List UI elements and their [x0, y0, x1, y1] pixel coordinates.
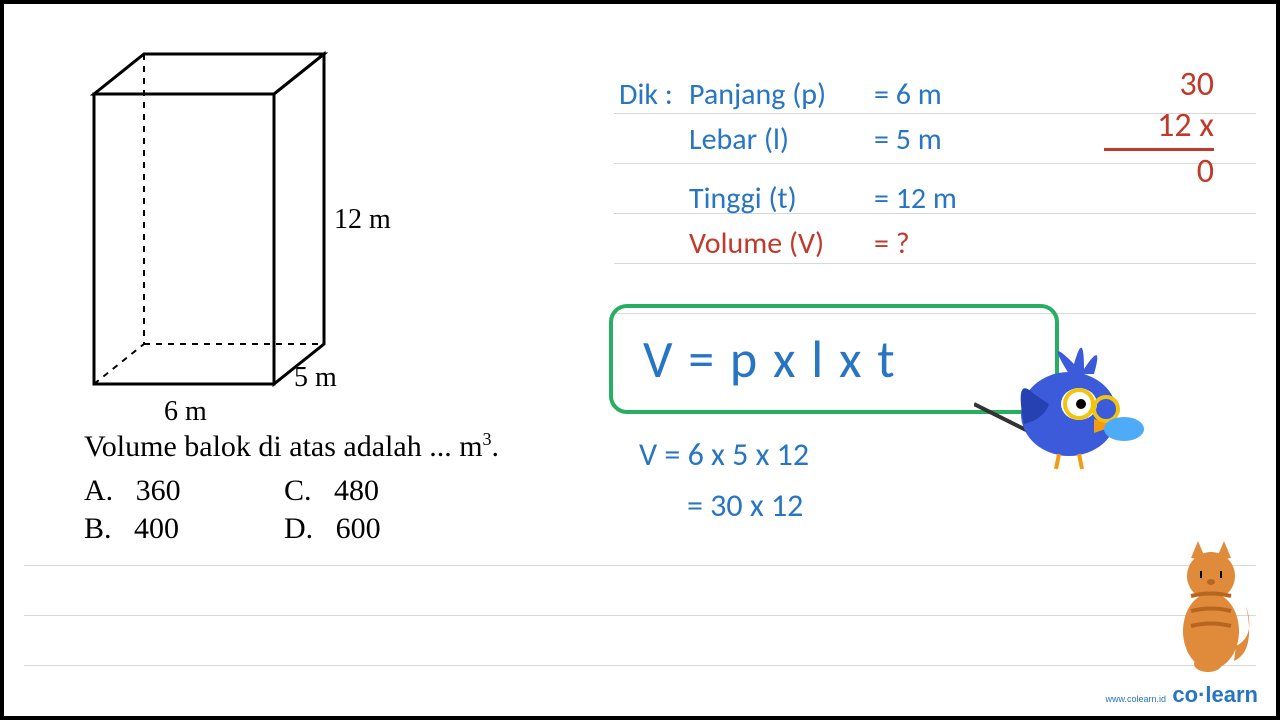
- brand-url: www.colearn.id: [1105, 694, 1166, 704]
- option-d: D. 600: [284, 512, 484, 546]
- side-multiplication: 30 12 x 0: [1104, 64, 1214, 192]
- dim-height: 12 m: [334, 204, 391, 236]
- formula-text: V = p x l x t: [643, 327, 897, 391]
- given-name-1: Lebar (l): [689, 117, 874, 162]
- answer-options: A. 360 C. 480 B. 400 D. 600: [84, 474, 484, 546]
- option-a: A. 360: [84, 474, 284, 508]
- bird-mascot-icon: [974, 334, 1144, 474]
- dim-width: 5 m: [294, 362, 337, 394]
- given-name-2: Tinggi (t): [689, 176, 874, 221]
- brand-logo: co·learn: [1172, 682, 1258, 708]
- given-val-1: = 5 m: [874, 117, 994, 162]
- dim-length: 6 m: [164, 396, 207, 428]
- calc-mul: 12 x: [1104, 105, 1214, 151]
- given-data: Dik : Panjang (p) = 6 m Lebar (l) = 5 m …: [619, 72, 994, 266]
- given-val-3: = ?: [874, 221, 994, 266]
- working-line-1: V = 6 x 5 x 12: [639, 429, 809, 480]
- given-name-0: Panjang (p): [689, 72, 874, 117]
- given-prefix: Dik :: [619, 72, 689, 117]
- cat-mascot-icon: [1166, 536, 1256, 676]
- given-val-0: = 6 m: [874, 72, 994, 117]
- question-text: Volume balok di atas adalah ... m3.: [84, 429, 499, 464]
- calc-top: 30: [1104, 64, 1214, 105]
- option-b: B. 400: [84, 512, 284, 546]
- working-steps: V = 6 x 5 x 12 = 30 x 12: [639, 429, 809, 531]
- calc-result: 0: [1104, 151, 1214, 192]
- working-line-2: = 30 x 12: [639, 480, 809, 531]
- option-c: C. 480: [284, 474, 484, 508]
- given-val-2: = 12 m: [874, 176, 994, 221]
- given-name-3: Volume (V): [689, 221, 874, 266]
